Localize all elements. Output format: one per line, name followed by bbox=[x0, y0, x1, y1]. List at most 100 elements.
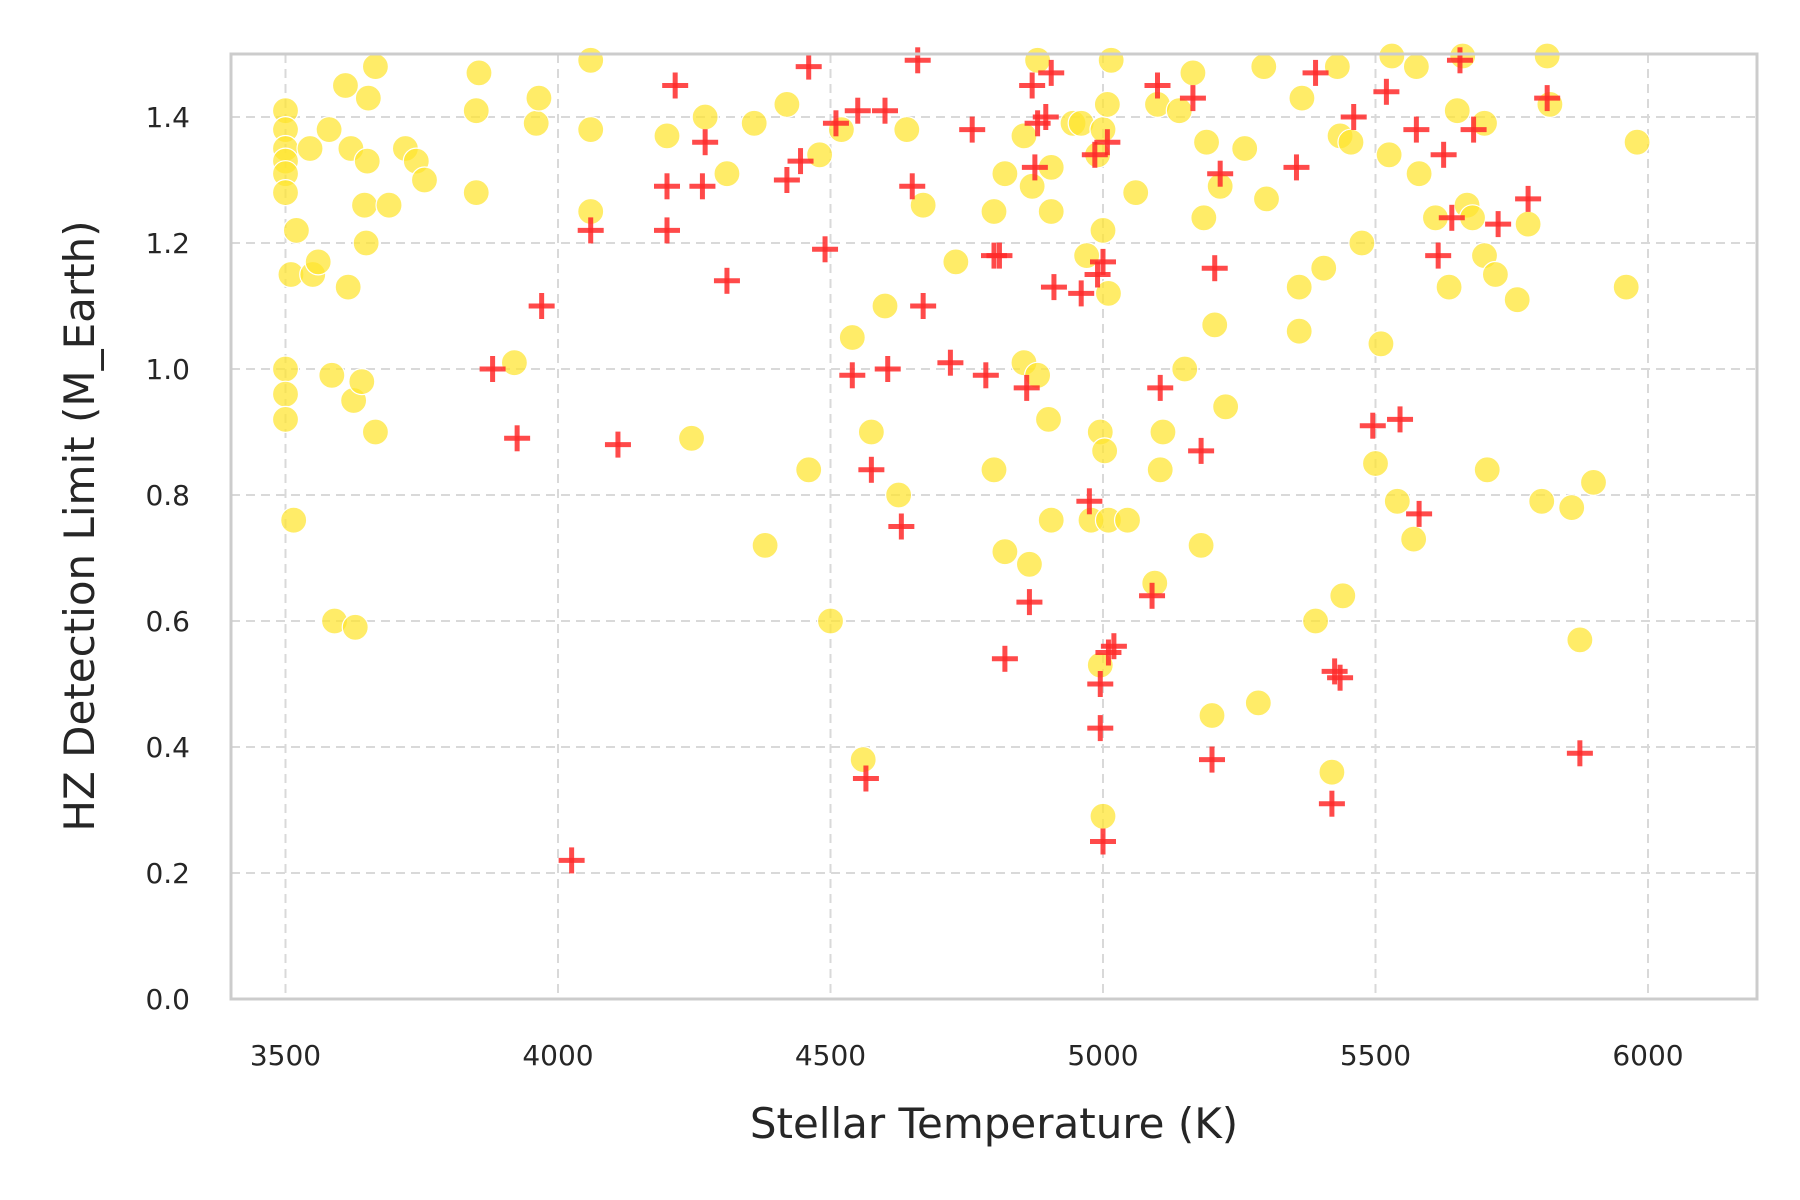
data-point-plus bbox=[1084, 261, 1111, 288]
data-point-circle bbox=[1481, 260, 1510, 289]
data-point-plus bbox=[1090, 248, 1116, 275]
data-point-circle bbox=[751, 531, 779, 560]
data-point-circle bbox=[1094, 279, 1123, 307]
data-point-plus bbox=[558, 847, 585, 874]
data-point-plus bbox=[904, 47, 931, 74]
data-point-circle bbox=[885, 481, 913, 509]
data-point-plus bbox=[1076, 488, 1103, 515]
data-point-plus bbox=[910, 293, 937, 319]
data-point-circle bbox=[361, 52, 390, 81]
data-point-plus bbox=[858, 456, 885, 483]
data-point-circle bbox=[1503, 286, 1531, 314]
data-point-plus bbox=[1019, 72, 1046, 99]
y-tick-label: 0.2 bbox=[145, 857, 190, 890]
data-point-circle bbox=[410, 166, 439, 194]
data-point-circle bbox=[1533, 42, 1561, 70]
data-point-plus bbox=[874, 356, 901, 382]
data-point-plus bbox=[1032, 104, 1059, 130]
data-point-plus bbox=[795, 53, 822, 80]
data-point-circle bbox=[1015, 550, 1044, 578]
data-point-circle bbox=[1528, 487, 1556, 515]
data-point-circle bbox=[1212, 393, 1240, 421]
data-point-circle bbox=[271, 355, 300, 383]
data-point-circle bbox=[1348, 229, 1376, 257]
data-point-circle bbox=[980, 456, 1008, 484]
data-point-circle bbox=[871, 292, 899, 320]
data-point-circle bbox=[522, 109, 550, 137]
y-axis-label: HZ Detection Limit (M_Earth) bbox=[55, 220, 104, 831]
data-point-plus bbox=[1100, 633, 1127, 660]
data-point-plus bbox=[692, 129, 719, 156]
data-point-circle bbox=[1378, 42, 1406, 70]
data-point-circle bbox=[1089, 116, 1117, 144]
data-point-circle bbox=[1252, 185, 1281, 213]
data-point-circle bbox=[375, 191, 403, 219]
x-tick-label: 5500 bbox=[1340, 1039, 1411, 1072]
data-point-plus bbox=[1438, 204, 1465, 231]
data-point-plus bbox=[1387, 406, 1414, 433]
data-point-circle bbox=[1566, 626, 1594, 654]
data-point-plus bbox=[1087, 715, 1114, 742]
data-point-plus bbox=[844, 97, 871, 124]
data-point-circle bbox=[942, 248, 970, 276]
x-axis-label: Stellar Temperature (K) bbox=[750, 1099, 1238, 1148]
data-point-plus bbox=[1430, 141, 1457, 168]
data-point-circle bbox=[1250, 52, 1278, 81]
data-point-circle bbox=[909, 191, 937, 219]
data-point-circle bbox=[271, 405, 300, 433]
data-point-plus bbox=[899, 173, 926, 200]
data-point-plus bbox=[689, 173, 716, 200]
y-tick-label: 1.2 bbox=[145, 227, 190, 260]
data-point-circle bbox=[1093, 90, 1121, 119]
data-point-circle bbox=[1122, 179, 1150, 207]
data-point-circle bbox=[838, 323, 866, 352]
data-point-circle bbox=[1367, 330, 1395, 358]
y-tick-label: 0.8 bbox=[145, 479, 190, 512]
data-point-plus bbox=[528, 293, 555, 319]
data-point-plus bbox=[1485, 211, 1512, 238]
data-point-circle bbox=[1375, 141, 1403, 169]
data-point-circle bbox=[1449, 42, 1477, 70]
data-point-circle bbox=[350, 191, 379, 219]
data-point-circle bbox=[653, 122, 681, 150]
data-point-circle bbox=[1435, 273, 1463, 301]
data-point-circle bbox=[1089, 216, 1117, 244]
x-tick-label: 4500 bbox=[795, 1039, 866, 1072]
data-point-circle bbox=[1171, 355, 1199, 383]
data-point-circle bbox=[691, 103, 719, 131]
data-point-plus bbox=[972, 362, 999, 389]
data-point-circle bbox=[1037, 506, 1065, 534]
data-point-circle bbox=[1179, 59, 1207, 87]
y-tick-label: 0.6 bbox=[145, 605, 190, 638]
data-point-circle bbox=[1018, 172, 1046, 200]
data-point-circle bbox=[1402, 52, 1430, 81]
data-point-circle bbox=[1187, 531, 1215, 560]
data-point-circle bbox=[462, 97, 490, 125]
data-point-plus bbox=[1013, 374, 1040, 401]
data-point-plus bbox=[654, 217, 680, 244]
data-point-circle bbox=[341, 613, 369, 641]
x-gridlines bbox=[284, 54, 1649, 999]
data-point-plus bbox=[1038, 59, 1065, 86]
data-point-circle bbox=[849, 745, 877, 774]
data-point-plus bbox=[937, 349, 964, 376]
data-point-circle bbox=[1310, 254, 1338, 282]
y-tick-label: 1.4 bbox=[145, 101, 190, 134]
data-point-plus bbox=[1188, 437, 1215, 464]
data-point-plus bbox=[713, 267, 740, 294]
data-point-circle bbox=[296, 134, 324, 163]
data-point-plus bbox=[1068, 280, 1095, 307]
data-point-plus bbox=[787, 148, 814, 175]
data-point-circle bbox=[1149, 418, 1177, 446]
data-point-plus bbox=[1340, 104, 1367, 130]
data-point-circle bbox=[1165, 97, 1193, 125]
data-point-circle bbox=[334, 273, 362, 301]
data-point-circle bbox=[1201, 311, 1229, 339]
data-point-circle bbox=[315, 116, 343, 144]
data-point-circle bbox=[361, 418, 390, 446]
data-point-circle bbox=[1113, 506, 1142, 534]
data-point-plus bbox=[1403, 116, 1430, 143]
data-point-circle bbox=[1579, 468, 1608, 496]
plot-frame bbox=[229, 52, 1759, 1001]
